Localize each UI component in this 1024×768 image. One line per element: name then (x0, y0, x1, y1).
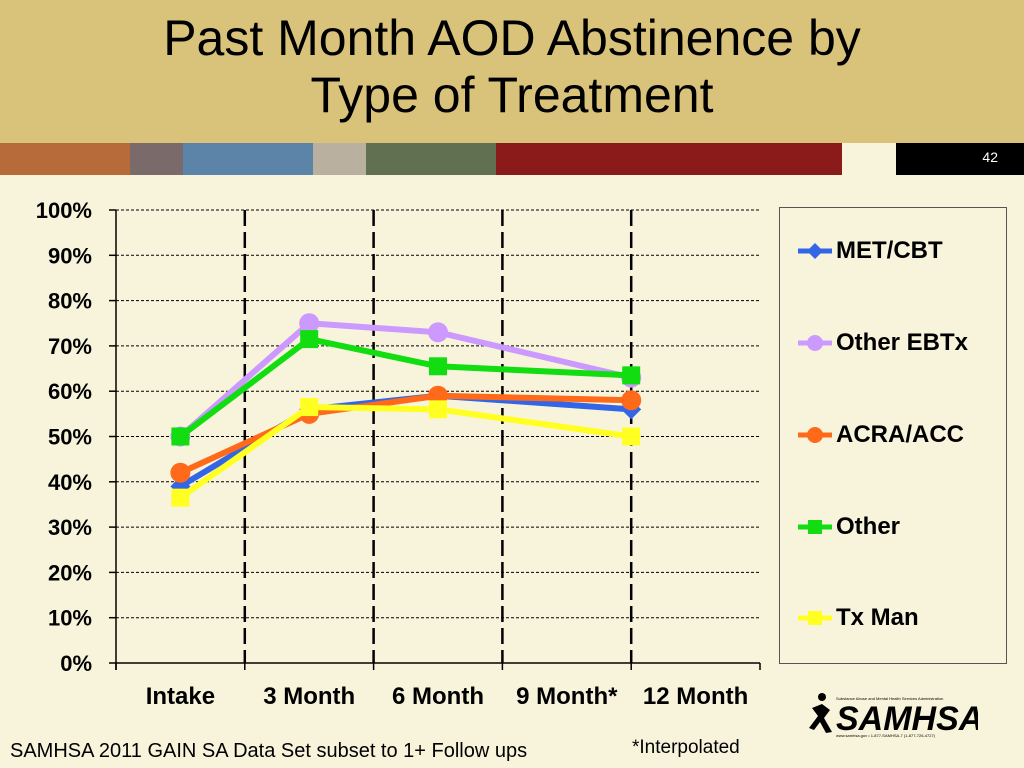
line-chart: 0% 10% 20% 30% 40% 50% 60% 70% 80% 90% 100% Intake 3… (36, 198, 761, 710)
legend-item: Other EBTx (796, 328, 968, 358)
y-tick-label: 0% (60, 651, 92, 676)
slide-title: Past Month AOD Abstinence by Type of Tre… (163, 10, 861, 123)
legend-item: Tx Man (796, 603, 919, 633)
series-tx-man (171, 398, 641, 507)
x-tick-label: Intake (146, 683, 215, 710)
data-point (622, 427, 641, 446)
series-line (178, 320, 632, 439)
legend-item: ACRA/ACC (796, 420, 964, 450)
chart-legend: MET/CBT Other EBTx ACRA/ACC Other Tx Man (779, 207, 1007, 664)
y-tick-label: 20% (48, 560, 92, 585)
color-strip-6 (496, 143, 842, 175)
samhsa-logo-text: SAMHSA (836, 700, 978, 738)
legend-label: Tx Man (836, 604, 919, 631)
legend-item: Other (796, 512, 900, 542)
samhsa-logo-contact: www.samhsa.gov • 1-877-SAMHSA-7 (1-877-7… (836, 733, 936, 738)
series-other (171, 330, 641, 446)
series-line (178, 404, 632, 501)
series-layer (170, 313, 642, 507)
y-tick-label: 10% (48, 606, 92, 631)
legend-swatch (798, 427, 832, 443)
legend-swatch-marker (808, 520, 822, 534)
legend-label: Other EBTx (836, 329, 969, 356)
interpolated-footnote: *Interpolated (632, 737, 740, 758)
title-band (0, 0, 1024, 143)
color-strip-4 (313, 143, 366, 175)
data-point (621, 390, 642, 411)
series-line (179, 392, 632, 476)
legend-swatch (798, 520, 832, 534)
data-point (299, 313, 320, 334)
series-acra-acc (170, 385, 642, 483)
color-strip-3 (183, 143, 313, 175)
source-note: SAMHSA 2011 GAIN SA Data Set subset to 1… (10, 740, 528, 762)
color-strip-2 (130, 143, 183, 175)
data-point (300, 330, 319, 349)
x-tick-label: 9 Month* (516, 683, 618, 710)
legend-label: Other (836, 513, 901, 540)
slide-number: 42 (896, 143, 1024, 175)
series-line (178, 336, 632, 439)
color-strip-5 (366, 143, 496, 175)
legend-swatch (798, 335, 832, 351)
y-tick-label: 60% (48, 379, 92, 404)
data-point (429, 357, 447, 376)
axis-layer (109, 209, 761, 670)
data-point (622, 366, 641, 385)
y-tick-label: 90% (48, 243, 92, 268)
y-tick-label: 50% (48, 425, 92, 450)
legend-swatch-marker (807, 243, 823, 259)
data-point (171, 427, 190, 446)
y-tick-label: 40% (48, 470, 92, 495)
legend-label: MET/CBT (836, 237, 943, 264)
data-point (429, 400, 447, 419)
legend-swatch-marker (807, 427, 823, 443)
legend-swatch-marker (808, 611, 822, 625)
samhsa-logo: SAMHSA Substance Abuse and Mental Health… (809, 693, 978, 738)
x-tick-label: 3 Month (263, 683, 355, 710)
x-tick-label: 12 Month (643, 683, 748, 710)
samhsa-figure-icon (809, 693, 832, 733)
y-tick-label: 30% (48, 515, 92, 540)
data-point (171, 488, 190, 507)
data-point (300, 398, 319, 417)
legend-swatch-marker (807, 335, 823, 351)
samhsa-logo-tagline: Substance Abuse and Mental Health Servic… (836, 696, 943, 701)
y-tick-label: 100% (36, 198, 92, 223)
label-layer: 0% 10% 20% 30% 40% 50% 60% 70% 80% 90% 100% Intake 3… (36, 198, 749, 710)
grid-layer (116, 209, 760, 663)
y-tick-label: 70% (48, 334, 92, 359)
legend-item: MET/CBT (796, 236, 943, 266)
data-point (428, 322, 448, 343)
x-tick-label: 6 Month (392, 683, 484, 710)
legend-swatch (798, 611, 832, 625)
y-tick-label: 80% (48, 289, 92, 314)
legend-label: ACRA/ACC (836, 421, 964, 448)
color-strip-1 (0, 143, 130, 175)
data-point (170, 462, 191, 483)
legend-swatch (798, 243, 832, 259)
